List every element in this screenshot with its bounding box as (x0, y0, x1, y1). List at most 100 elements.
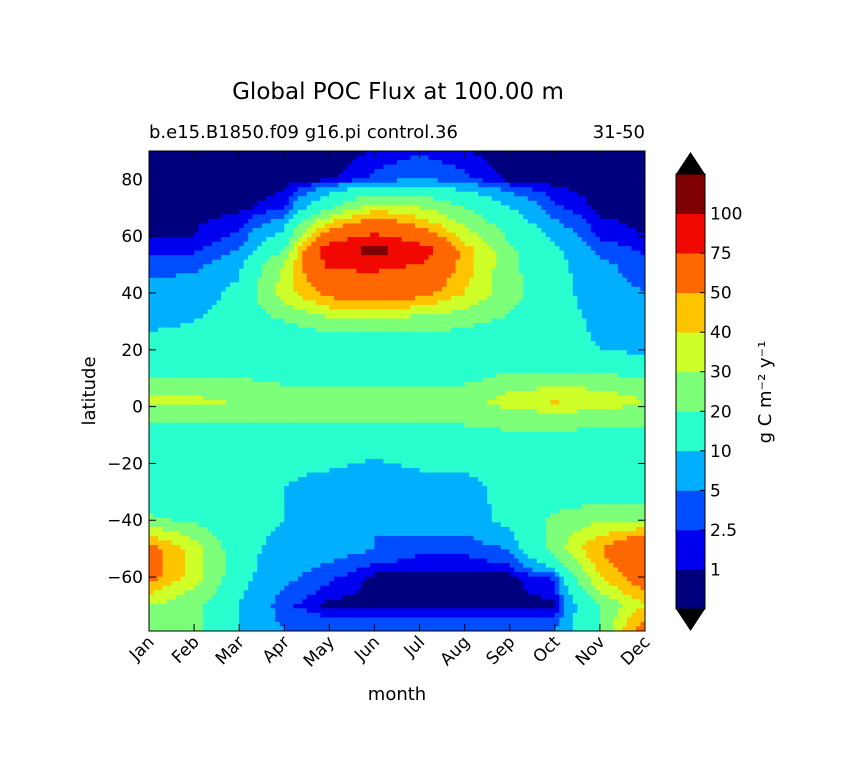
contour-cell (532, 304, 538, 311)
contour-cell (541, 300, 547, 306)
contour-cell (424, 318, 430, 324)
contour-cell (257, 354, 263, 360)
contour-cell (518, 345, 524, 351)
contour-cell (261, 259, 267, 265)
contour-cell (550, 314, 556, 320)
contour-cell (171, 286, 177, 292)
contour-cell (478, 227, 484, 234)
contour-cell (595, 336, 601, 342)
contour-cell (464, 304, 470, 311)
contour-cell (523, 268, 529, 274)
contour-cell (433, 227, 439, 234)
contour-cell (410, 323, 416, 329)
contour-cell (248, 246, 254, 252)
contour-cell (207, 169, 213, 175)
contour-cell (451, 295, 457, 302)
contour-cell (595, 255, 601, 261)
contour-cell (608, 227, 615, 234)
contour-cell (162, 200, 168, 206)
contour-cell (491, 191, 497, 197)
contour-cell (604, 259, 610, 265)
contour-cell (180, 227, 186, 234)
contour-cell (590, 196, 596, 202)
contour-cell (324, 345, 330, 351)
contour-cell (599, 291, 606, 297)
contour-cell (311, 191, 317, 197)
contour-cell (581, 332, 587, 338)
contour-cell (297, 336, 303, 342)
contour-cell (446, 182, 452, 188)
contour-cell (550, 214, 556, 220)
contour-cell (365, 309, 371, 315)
contour-cell (568, 282, 574, 288)
contour-cell (572, 291, 578, 297)
contour-cell (635, 327, 642, 333)
contour-cell (401, 200, 407, 206)
contour-cell (541, 187, 547, 193)
contour-cell (324, 327, 330, 333)
contour-cell (185, 187, 191, 193)
contour-cell (153, 218, 159, 225)
contour-cell (257, 318, 263, 324)
contour-cell (406, 282, 412, 288)
contour-cell (387, 246, 394, 252)
contour-cell (153, 295, 159, 302)
contour-cell (306, 268, 312, 274)
contour-cell (437, 196, 443, 202)
contour-cell (550, 345, 556, 351)
contour-cell (469, 151, 475, 157)
contour-cell (541, 209, 547, 215)
contour-cell (279, 286, 285, 292)
contour-cell (365, 264, 371, 270)
contour-cell (509, 304, 515, 311)
contour-cell (176, 250, 182, 256)
contour-cell (275, 332, 281, 338)
contour-cell (221, 218, 227, 225)
contour-cell (306, 164, 312, 170)
contour-cell (270, 350, 276, 356)
contour-cell (446, 259, 452, 265)
contour-cell (248, 345, 254, 351)
contour-cell (302, 309, 308, 315)
contour-cell (293, 255, 299, 261)
contour-cell (311, 164, 317, 170)
contour-cell (586, 250, 592, 256)
contour-cell (617, 304, 624, 311)
contour-cell (239, 336, 245, 342)
contour-cell (617, 336, 624, 342)
contour-cell (189, 350, 195, 356)
contour-cell (158, 155, 164, 161)
contour-cell (180, 246, 186, 252)
contour-cell (158, 218, 164, 225)
contour-cell (171, 282, 177, 288)
contour-cell (369, 205, 376, 211)
contour-cell (478, 323, 484, 329)
contour-cell (595, 250, 601, 256)
contour-cell (460, 232, 466, 238)
contour-cell (171, 223, 177, 229)
contour-cell (284, 191, 290, 197)
contour-cell (225, 264, 231, 270)
contour-cell (338, 232, 344, 238)
contour-cell (523, 250, 529, 256)
contour-cell (518, 300, 524, 306)
contour-cell (266, 237, 272, 243)
contour-cell (203, 314, 209, 320)
contour-cell (433, 196, 439, 202)
contour-cell (216, 169, 222, 175)
contour-cell (338, 336, 344, 342)
contour-cell (424, 304, 430, 311)
contour-cell (604, 314, 610, 320)
contour-cell (351, 169, 358, 175)
contour-cell (500, 164, 506, 170)
contour-cell (473, 327, 479, 333)
contour-cell (541, 314, 547, 320)
contour-cell (604, 218, 610, 225)
contour-cell (270, 336, 276, 342)
contour-cell (248, 304, 254, 311)
contour-cell (572, 196, 578, 202)
contour-cell (523, 314, 529, 320)
contour-cell (378, 151, 385, 157)
contour-cell (189, 246, 195, 252)
contour-cell (320, 250, 326, 256)
